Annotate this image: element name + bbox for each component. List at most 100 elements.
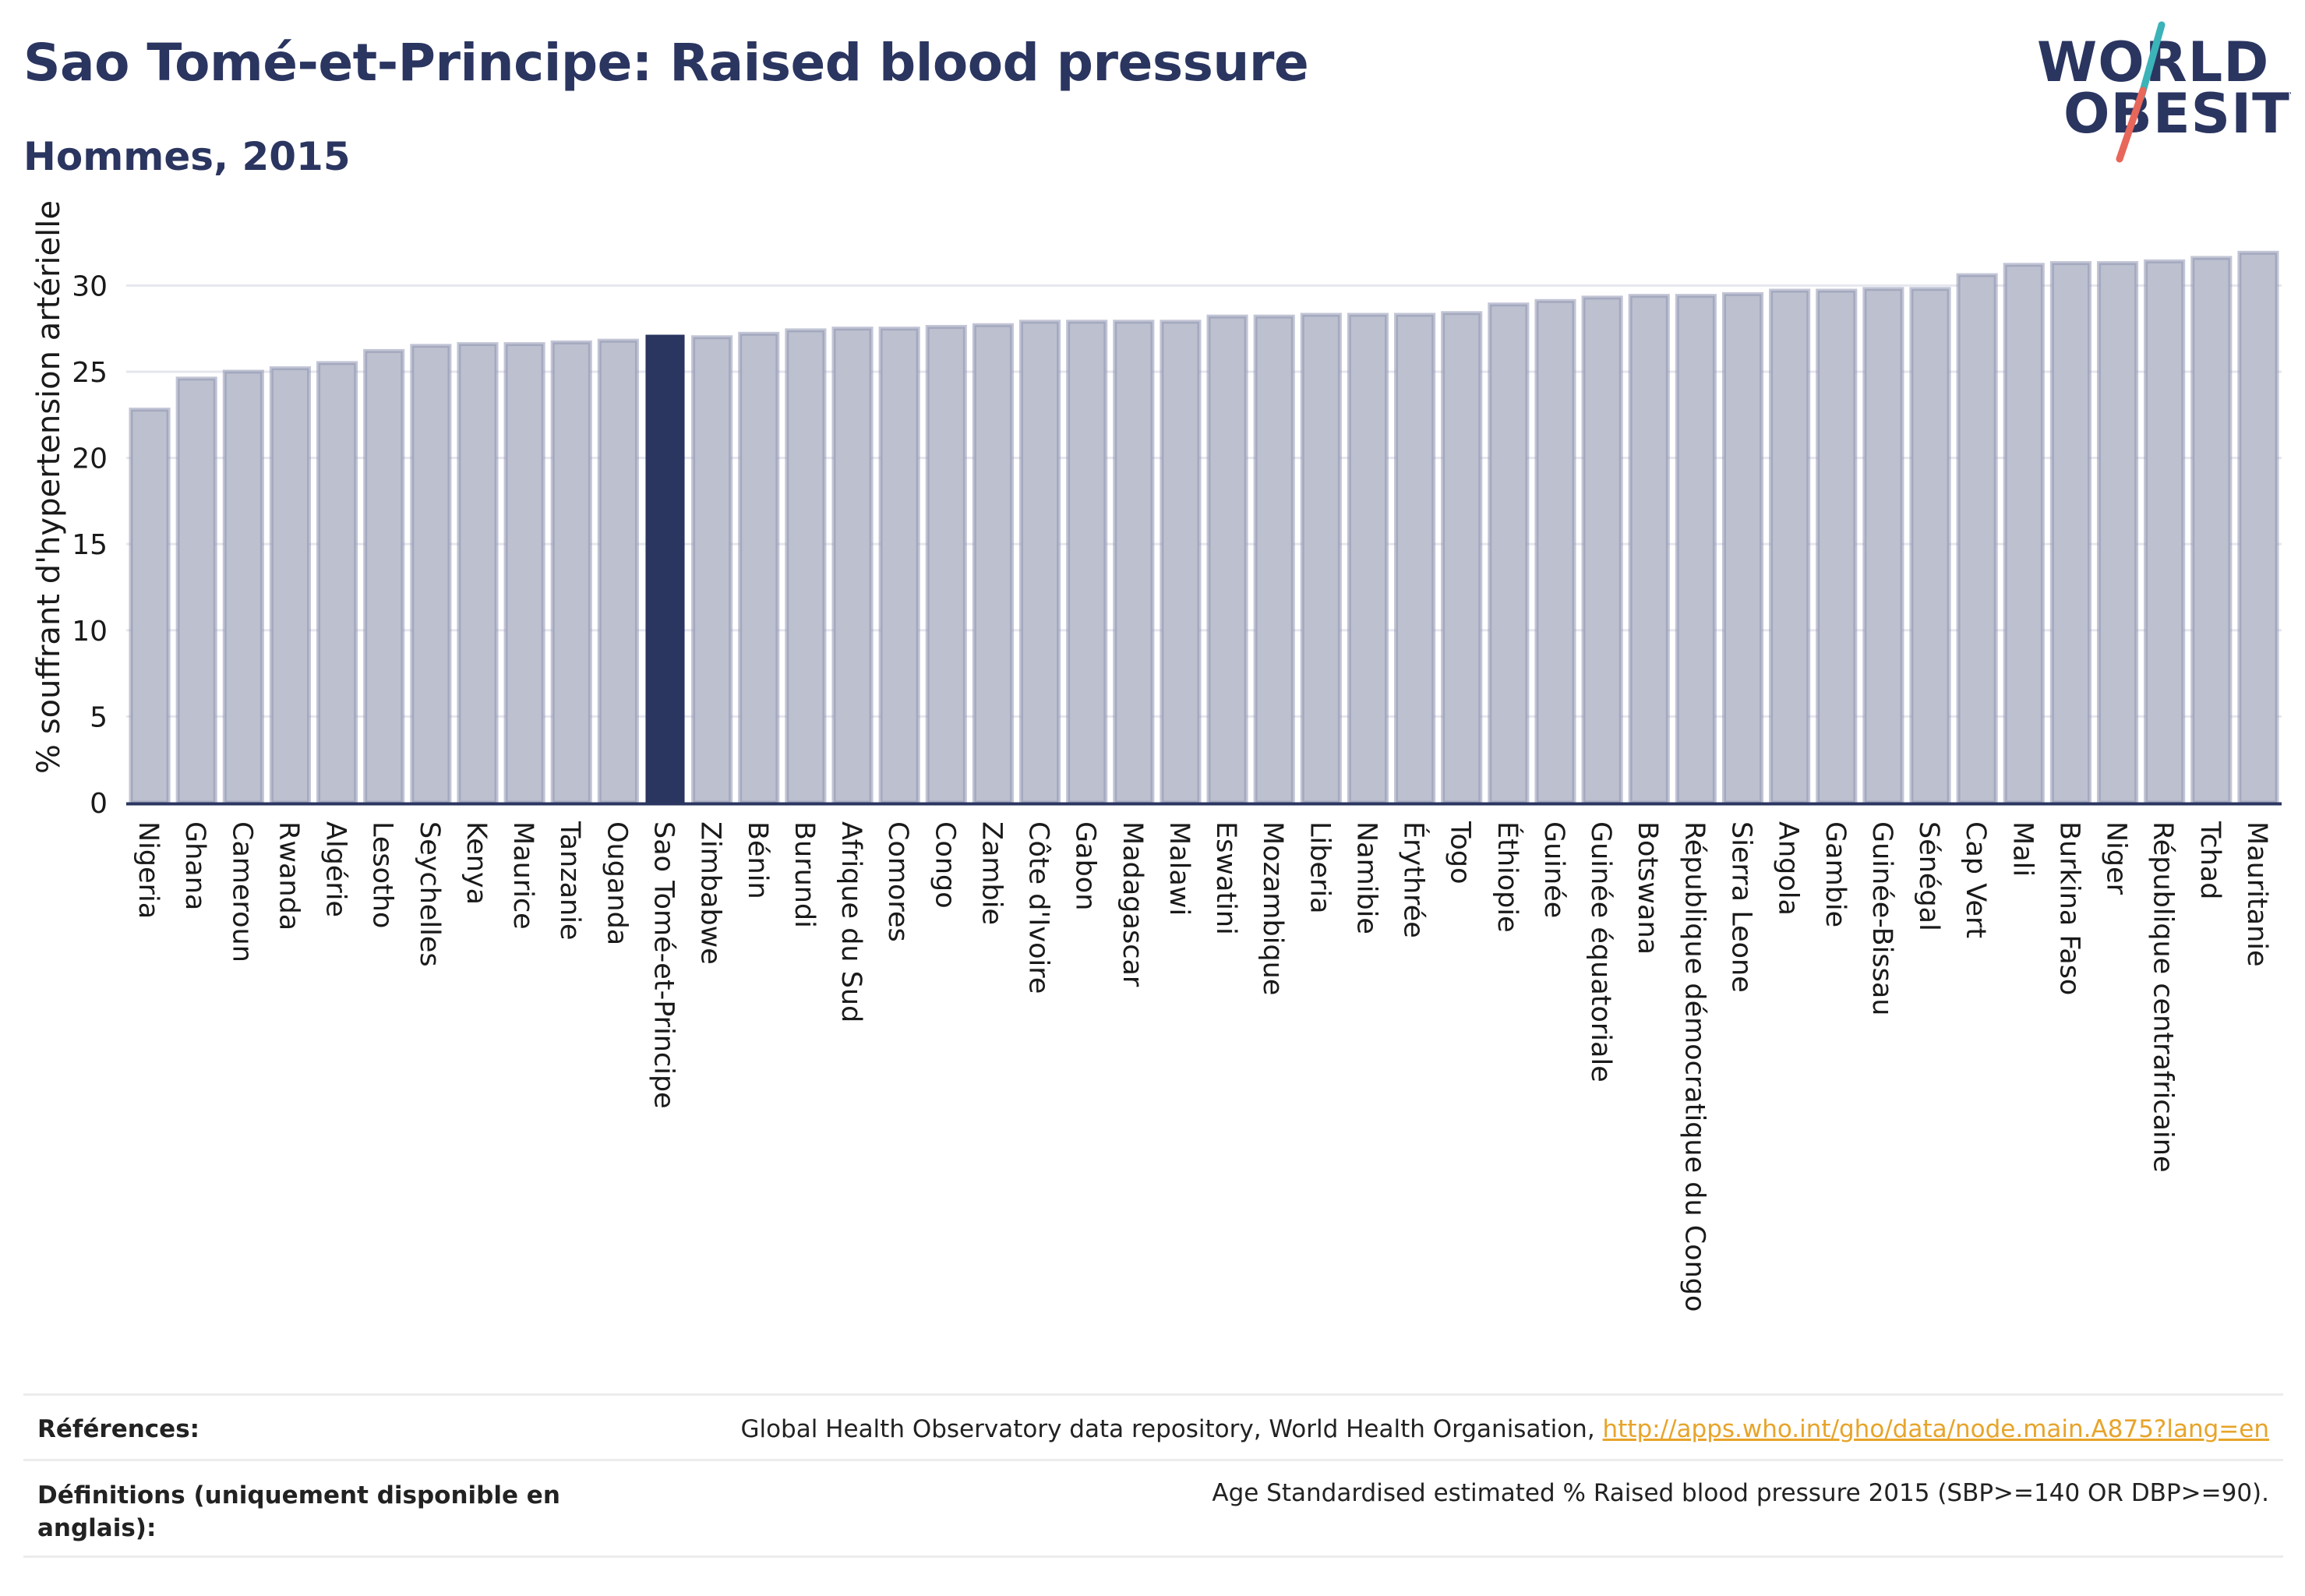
x-tick-label: Rwanda (273, 821, 304, 930)
y-tick-label: 25 (72, 357, 108, 389)
bar (972, 323, 1014, 805)
bar (2190, 256, 2233, 805)
definitions-row: Définitions (uniquement disponible en an… (23, 1473, 2283, 1551)
bar (1862, 287, 1904, 805)
x-tick-label: Togo (1445, 821, 1476, 884)
bar (503, 342, 545, 805)
x-tick-label: Cameroun (226, 821, 257, 962)
bar (1206, 314, 1248, 805)
x-tick-label: Burundi (789, 821, 820, 928)
x-tick-label: Cap Vert (1960, 821, 1991, 938)
x-tick-label: Gabon (1070, 821, 1101, 910)
x-tick-label: Gambie (1820, 821, 1851, 927)
x-tick-label: Érythrée (1398, 821, 1431, 938)
references-link[interactable]: http://apps.who.int/gho/data/node.main.A… (1602, 1415, 2269, 1443)
x-tick-label: République centrafricaine (2148, 821, 2179, 1173)
x-tick-label: Comores (882, 821, 913, 942)
bar (457, 342, 499, 805)
footer-divider-top (23, 1393, 2283, 1396)
x-tick-label: Afrique du Sud (835, 821, 867, 1022)
x-tick-label: Kenya (461, 821, 492, 905)
x-tick-label: Côte d'Ivoire (1023, 821, 1054, 994)
x-tick-label: Maurice (507, 821, 538, 930)
bar (1347, 312, 1389, 805)
bar (269, 366, 312, 805)
footer-divider-middle (23, 1459, 2283, 1461)
bar (1253, 314, 1295, 805)
logo-word-obesity: OBESITY (2063, 82, 2291, 146)
bar (550, 340, 592, 805)
references-label: Références: (37, 1415, 200, 1443)
x-tick-label: Mauritanie (2241, 821, 2272, 967)
x-tick-label: Mali (2007, 821, 2038, 877)
bar (1628, 294, 1670, 805)
bar-chart: 0 5 10 15 20 25 30% souffrant d'hypertension a… (31, 200, 2282, 1312)
x-tick-label: Liberia (1304, 821, 1335, 914)
definitions-label: Définitions (uniquement disponible en an… (37, 1479, 560, 1545)
x-tick-label: Zimbabwe (695, 821, 726, 965)
x-tick-label: Seychelles (414, 821, 445, 967)
bar (1066, 320, 1108, 805)
x-tick-label: Sénégal (1913, 821, 1944, 931)
bar (1488, 302, 1530, 805)
x-tick-label: Angola (1773, 821, 1804, 916)
x-tick-label: Sao Tomé-et-Principe (648, 821, 679, 1109)
bar-highlight (645, 334, 685, 803)
definitions-text: Age Standardised estimated % Raised bloo… (1212, 1479, 2269, 1507)
x-tick-label: Bénin (742, 821, 773, 899)
bar (1441, 311, 1483, 805)
bar (2003, 263, 2045, 805)
bar (1394, 312, 1436, 805)
x-tick-label: Ghana (179, 821, 210, 910)
chart-subtitle: Hommes, 2015 (23, 134, 351, 179)
bar (1675, 294, 1717, 805)
bar (785, 328, 827, 805)
x-tick-label: République démocratique du Congo (1678, 821, 1710, 1312)
x-tick-label: Sierra Leone (1726, 821, 1757, 993)
x-tick-label: Madagascar (1117, 821, 1148, 987)
bar (222, 369, 264, 805)
y-tick-label: 5 (90, 701, 108, 733)
bar (597, 338, 639, 805)
x-tick-label: Nigeria (132, 821, 164, 919)
bar (1721, 291, 1764, 805)
world-obesity-logo: WORLD OBESITY (2037, 21, 2291, 163)
y-tick-label: 20 (72, 443, 108, 475)
bar (1113, 320, 1155, 805)
bar (175, 376, 217, 805)
x-tick-label: Guinée équatoriale (1585, 821, 1616, 1082)
bar (1581, 295, 1623, 805)
logo-slash-red (2116, 87, 2147, 163)
bar (1534, 298, 1576, 805)
bar (2237, 250, 2279, 805)
bar (363, 348, 405, 805)
x-tick-label: Zambie (976, 821, 1007, 925)
bar (2144, 259, 2186, 805)
x-tick-label: Niger (2101, 821, 2132, 895)
bar (1769, 288, 1811, 805)
references-row: Références: Global Health Observatory da… (23, 1411, 2283, 1457)
x-tick-label: Guinée (1538, 821, 1569, 918)
x-tick-label: Éthiopie (1491, 821, 1524, 933)
footer-divider-bottom (23, 1555, 2283, 1558)
references-value: Global Health Observatory data repositor… (740, 1415, 2269, 1443)
logo-slash-teal (2137, 21, 2166, 101)
y-tick-label: 30 (72, 270, 108, 302)
x-tick-label: Tanzanie (554, 821, 585, 940)
bar (129, 408, 171, 805)
y-tick-label: 15 (72, 529, 108, 561)
bar (1018, 320, 1061, 805)
x-tick-label: Guinée-Bissau (1866, 821, 1897, 1016)
x-tick-label: Ouganda (601, 821, 632, 945)
bar (410, 344, 452, 805)
bar (831, 327, 874, 805)
bar (1909, 287, 1951, 805)
bar (1956, 273, 1998, 805)
definitions-label-line2: anglais): (37, 1514, 157, 1542)
y-axis-title: % souffrant d'hypertension artérielle (31, 200, 67, 774)
bar (691, 335, 733, 805)
x-tick-label: Eswatini (1210, 821, 1241, 935)
bar (2096, 261, 2139, 805)
x-tick-label: Mozambique (1257, 821, 1288, 995)
x-tick-label: Burkina Faso (2053, 821, 2084, 995)
